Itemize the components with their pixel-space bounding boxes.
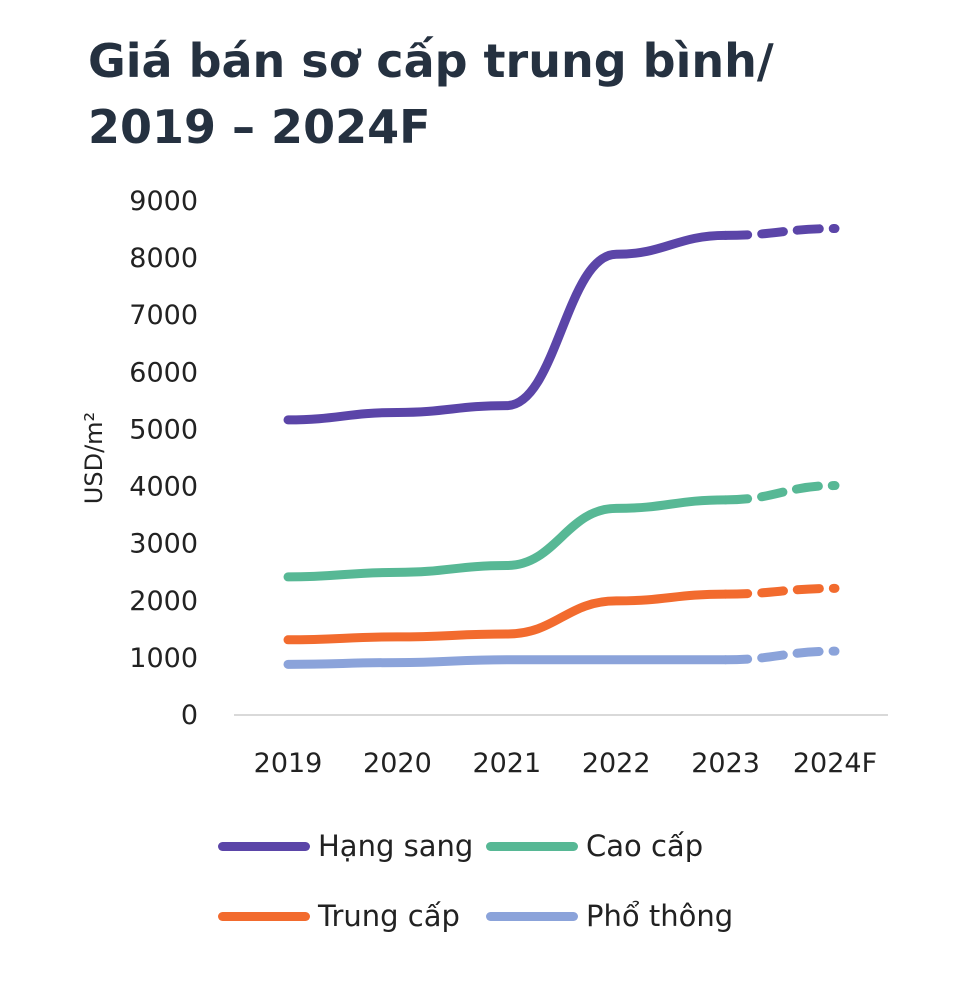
y-tick-label: 5000 xyxy=(129,414,198,445)
legend-item-pho-thong: Phổ thông xyxy=(486,899,754,933)
series-line-forecast xyxy=(721,646,840,665)
legend-label: Hạng sang xyxy=(318,829,474,863)
legend-swatch xyxy=(218,841,310,851)
y-tick-label: 4000 xyxy=(129,472,198,503)
series-lines xyxy=(283,224,840,669)
legend-label: Cao cấp xyxy=(586,829,704,863)
x-tick-label: 2020 xyxy=(363,748,432,779)
series-line-forecast xyxy=(721,583,840,599)
y-tick-label: 2000 xyxy=(129,586,198,617)
y-tick-label: 7000 xyxy=(129,300,198,331)
series-line-actual xyxy=(283,230,731,425)
legend-swatch xyxy=(218,911,310,921)
chart-title-line-1: Giá bán sơ cấp trung bình/ xyxy=(88,34,774,88)
series-line-forecast xyxy=(721,481,840,505)
legend-label: Phổ thông xyxy=(586,899,734,933)
y-tick-label: 3000 xyxy=(129,529,198,560)
legend-label: Trung cấp xyxy=(318,899,460,933)
series-line-actual xyxy=(283,495,731,582)
line-chart: 0 1000 2000 3000 4000 5000 6000 7000 8000 9000 20… xyxy=(80,186,888,779)
series-line-actual xyxy=(283,589,731,645)
y-tick-label: 8000 xyxy=(129,243,198,274)
x-tick-label: 2021 xyxy=(472,748,541,779)
x-tick-label: 2024F xyxy=(793,748,877,779)
chart-title-line-2: 2019 – 2024F xyxy=(88,100,431,154)
x-tick-label: 2019 xyxy=(254,748,323,779)
legend-item-cao-cap: Cao cấp xyxy=(486,829,754,863)
chart-title: Giá bán sơ cấp trung bình/ 2019 – 2024F xyxy=(88,28,774,160)
y-tick-label: 1000 xyxy=(129,643,198,674)
legend-item-trung-cap: Trung cấp xyxy=(218,899,486,933)
x-tick-label: 2023 xyxy=(691,748,760,779)
y-axis-label: USD/m² xyxy=(80,412,108,504)
series-line-actual xyxy=(283,655,731,669)
y-tick-label: 9000 xyxy=(129,186,198,217)
legend-swatch xyxy=(486,841,578,851)
legend: Hạng sang Cao cấp Trung cấp Phổ thông xyxy=(218,820,818,960)
y-tick-label: 6000 xyxy=(129,357,198,388)
y-tick-label: 0 xyxy=(181,700,198,731)
series-line-forecast xyxy=(721,224,840,240)
x-axis-ticks: 2019 2020 2021 2022 2023 2024F xyxy=(254,748,877,779)
legend-swatch xyxy=(486,911,578,921)
legend-item-hang-sang: Hạng sang xyxy=(218,829,486,863)
x-tick-label: 2022 xyxy=(582,748,651,779)
y-axis-ticks: 0 1000 2000 3000 4000 5000 6000 7000 8000 9000 xyxy=(129,186,198,731)
